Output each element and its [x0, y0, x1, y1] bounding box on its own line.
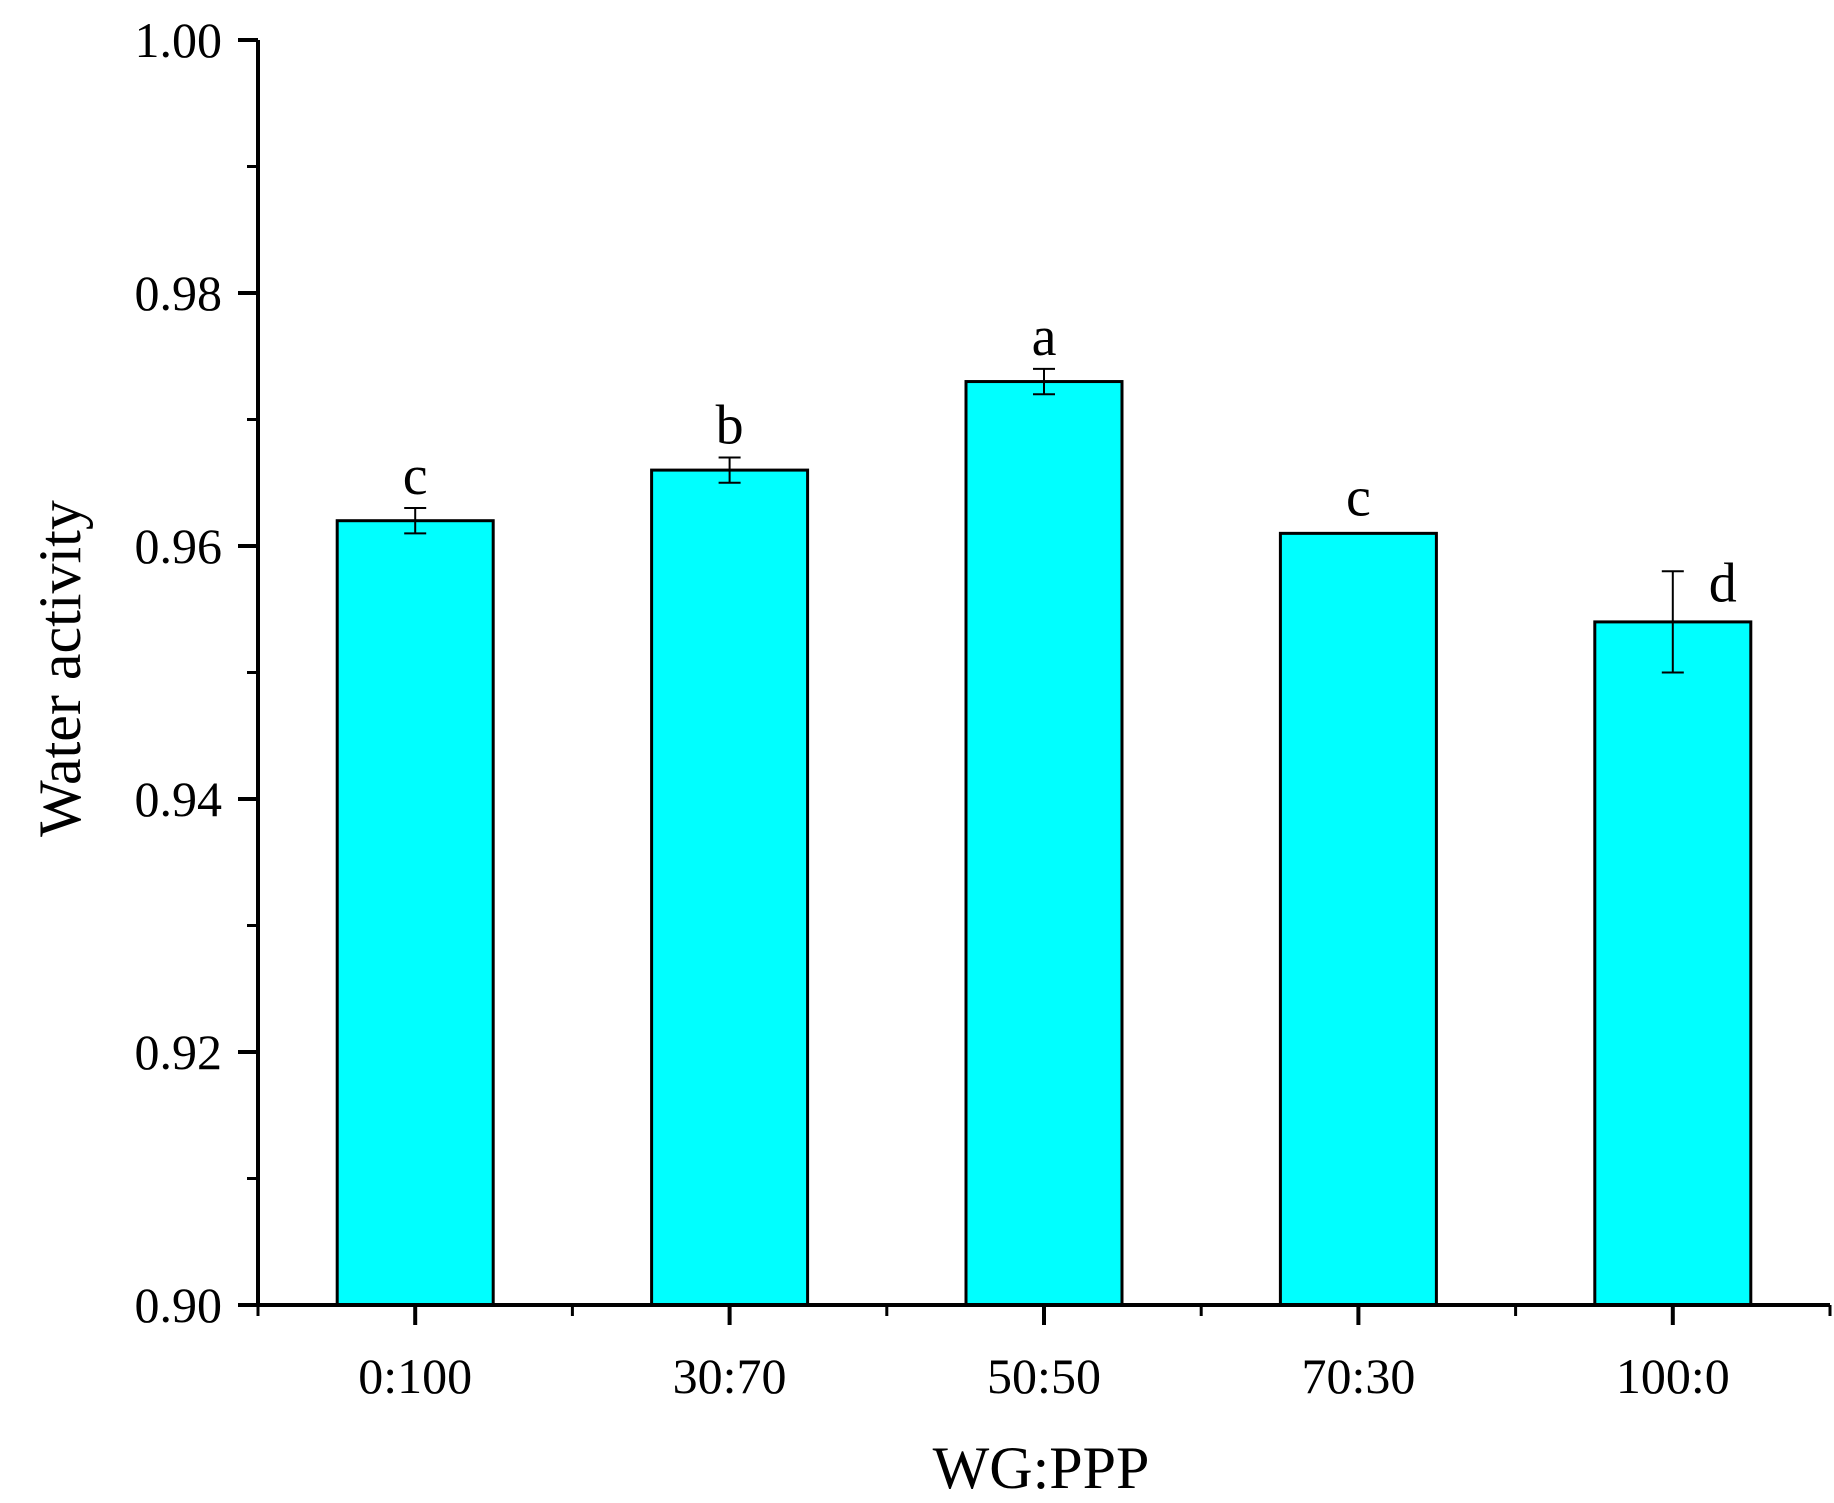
- significance-label: c: [403, 445, 428, 507]
- significance-label: c: [1346, 466, 1371, 528]
- x-axis-title: WG:PPP: [933, 1435, 1150, 1501]
- bar: [650, 468, 810, 1307]
- x-ticks-group: 0:100 30:70 50:50 70:30 100:0: [256, 1305, 1832, 1404]
- significance-labels-group: c b a c d: [403, 306, 1737, 614]
- x-tick-label: 70:30: [1301, 1348, 1415, 1404]
- y-axis-title: Water activity: [27, 500, 93, 837]
- y-tick-label: 0.90: [135, 1277, 223, 1333]
- y-tick-label: 0.94: [135, 771, 223, 827]
- y-tick-label: 0.98: [135, 265, 223, 321]
- y-tick-label: 0.92: [135, 1024, 223, 1080]
- bars-group: [335, 380, 1753, 1307]
- bar: [964, 380, 1124, 1307]
- x-tick-label: 50:50: [987, 1348, 1101, 1404]
- x-tick-label: 100:0: [1616, 1348, 1730, 1404]
- significance-label: b: [716, 394, 744, 456]
- significance-label: a: [1032, 306, 1057, 368]
- x-tick-label: 0:100: [358, 1348, 472, 1404]
- y-ticks-group: 0.90 0.92 0.94 0.96 0.98 1.00: [135, 12, 258, 1333]
- bar: [1593, 620, 1753, 1307]
- x-tick-label: 30:70: [673, 1348, 787, 1404]
- bar: [335, 519, 495, 1307]
- bar: [1278, 531, 1438, 1307]
- y-tick-label: 1.00: [135, 12, 223, 68]
- significance-label: d: [1709, 552, 1737, 614]
- error-bars-group: [404, 367, 1684, 674]
- y-tick-label: 0.96: [135, 518, 223, 574]
